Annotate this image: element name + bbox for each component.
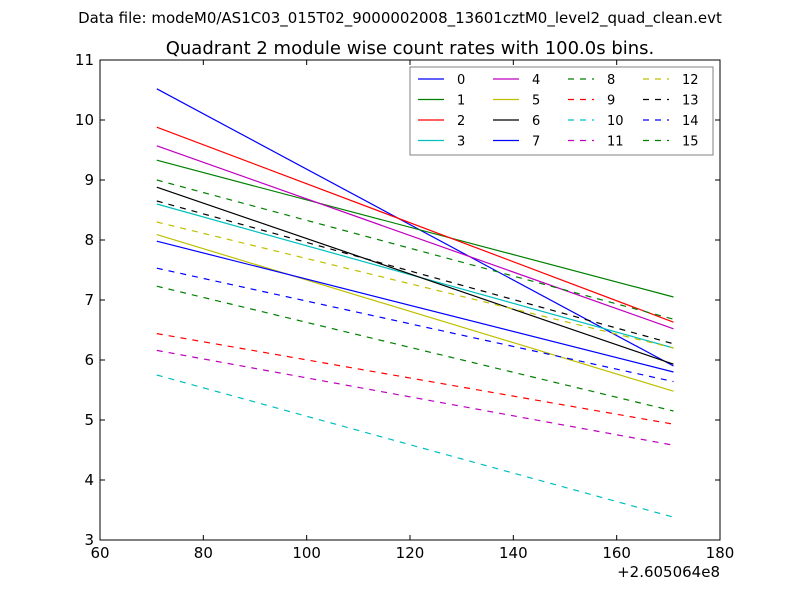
y-tick-label: 10: [75, 111, 94, 129]
x-tick-label: 60: [90, 544, 109, 562]
series-line-15: [156, 285, 674, 412]
series-line-5: [156, 234, 674, 392]
legend-label-9: 9: [607, 94, 615, 109]
x-tick-label: 100: [292, 544, 321, 562]
series-line-2: [156, 126, 674, 323]
series-line-4: [156, 145, 674, 330]
x-tick-label: 80: [194, 544, 213, 562]
y-tick-label: 4: [84, 471, 94, 489]
series-line-11: [156, 349, 674, 446]
y-tick-label: 3: [84, 531, 94, 549]
legend-label-15: 15: [682, 135, 699, 150]
y-tick-label: 6: [84, 351, 94, 369]
y-tick-label: 5: [84, 411, 94, 429]
series-line-12: [156, 221, 674, 349]
series-line-8: [156, 179, 674, 320]
legend-label-13: 13: [682, 94, 699, 109]
figure-suptitle: Data file: modeM0/AS1C03_015T02_90000020…: [78, 9, 722, 28]
series-line-9: [156, 333, 674, 425]
legend-label-6: 6: [532, 114, 540, 129]
legend-label-14: 14: [682, 114, 699, 129]
series-line-6: [156, 186, 674, 365]
legend-label-11: 11: [607, 135, 624, 150]
legend-label-1: 1: [457, 94, 465, 109]
y-tick-label: 8: [84, 231, 94, 249]
series-line-10: [156, 374, 674, 518]
x-tick-label: 120: [396, 544, 425, 562]
series-line-13: [156, 200, 674, 345]
legend-label-0: 0: [457, 73, 465, 88]
legend-label-7: 7: [532, 135, 540, 150]
chart-title: Quadrant 2 module wise count rates with …: [166, 38, 655, 59]
legend-label-5: 5: [532, 94, 540, 109]
y-tick-label: 11: [75, 51, 94, 69]
x-tick-label: 160: [602, 544, 631, 562]
legend-label-2: 2: [457, 114, 465, 129]
series-line-1: [156, 159, 674, 298]
series-layer: [156, 88, 674, 518]
legend-label-12: 12: [682, 73, 699, 88]
y-tick-label: 7: [84, 291, 94, 309]
x-offset-label: +2.605064e8: [617, 563, 720, 581]
series-line-7: [156, 240, 674, 373]
x-tick-label: 180: [706, 544, 735, 562]
legend-label-4: 4: [532, 73, 540, 88]
legend-label-3: 3: [457, 135, 465, 150]
y-tick-label: 9: [84, 171, 94, 189]
x-tick-label: 140: [499, 544, 528, 562]
legend-label-8: 8: [607, 73, 615, 88]
legend-label-10: 10: [607, 114, 624, 129]
series-line-14: [156, 267, 674, 383]
legend-box: [409, 66, 714, 156]
